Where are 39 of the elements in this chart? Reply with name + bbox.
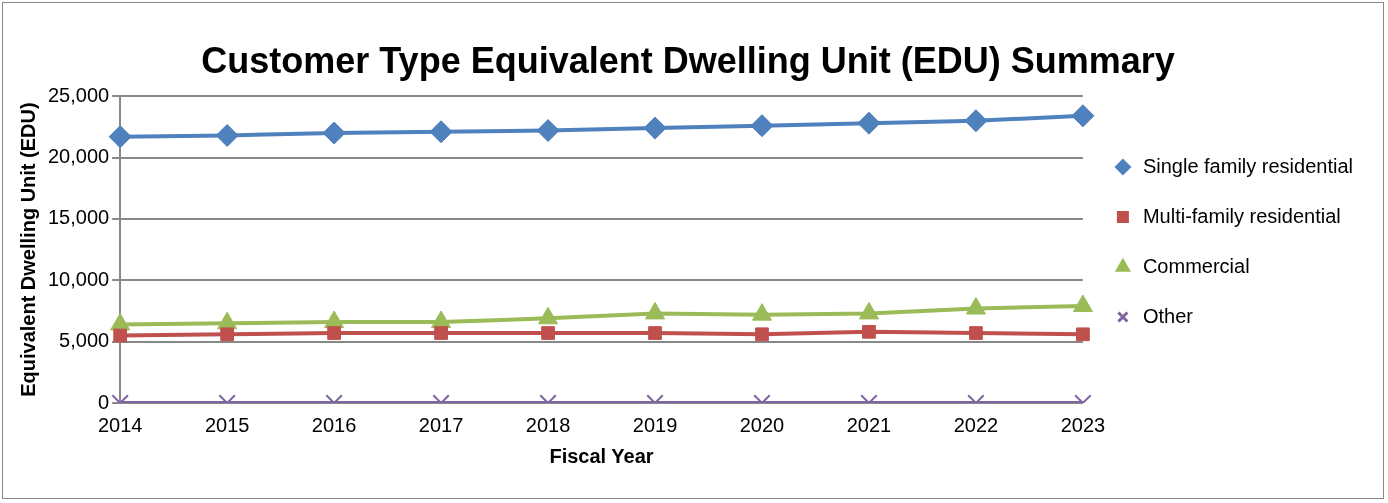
point xyxy=(750,114,774,138)
legend-label: Commercial xyxy=(1142,254,1250,277)
point xyxy=(964,109,988,133)
x-tick-label: 2020 xyxy=(739,413,785,436)
x-tick-label: 2017 xyxy=(418,413,464,436)
point xyxy=(536,119,560,143)
point xyxy=(751,303,773,321)
x-tick-label: 2014 xyxy=(97,413,143,436)
point xyxy=(538,306,559,325)
x-tick-label: 2016 xyxy=(311,413,357,436)
x-axis-title: Fiscal Year xyxy=(549,444,654,467)
point xyxy=(1072,294,1093,313)
legend-label: Multi-family residential xyxy=(1142,204,1341,227)
y-axis-title: Equivalent Dwelling Unit (EDU) xyxy=(16,102,39,397)
x-tick-label: 2021 xyxy=(846,413,892,436)
legend-label: Single family residential xyxy=(1142,154,1354,177)
legend-label: Other xyxy=(1142,304,1194,327)
point xyxy=(108,125,132,149)
y-tick-label: 10,000 xyxy=(48,267,110,290)
point xyxy=(215,123,239,147)
point xyxy=(643,116,667,140)
point xyxy=(1071,104,1095,128)
point xyxy=(429,120,453,144)
point xyxy=(858,301,879,320)
point xyxy=(645,301,666,320)
point xyxy=(965,297,986,315)
x-tick-label: 2023 xyxy=(1060,413,1106,436)
x-tick-label: 2018 xyxy=(525,413,571,436)
y-tick-label: 20,000 xyxy=(48,145,110,168)
x-tick-label: 2022 xyxy=(953,413,999,436)
point xyxy=(322,121,346,145)
y-tick-label: 5,000 xyxy=(59,329,110,352)
point xyxy=(857,111,881,135)
y-tick-label: 0 xyxy=(98,390,110,413)
chart-title: Customer Type Equivalent Dwelling Unit (EDU) Summary xyxy=(201,39,1175,81)
y-tick-label: 25,000 xyxy=(48,83,110,106)
x-tick-label: 2015 xyxy=(204,413,250,436)
y-tick-label: 15,000 xyxy=(48,206,110,229)
x-tick-label: 2019 xyxy=(632,413,678,436)
